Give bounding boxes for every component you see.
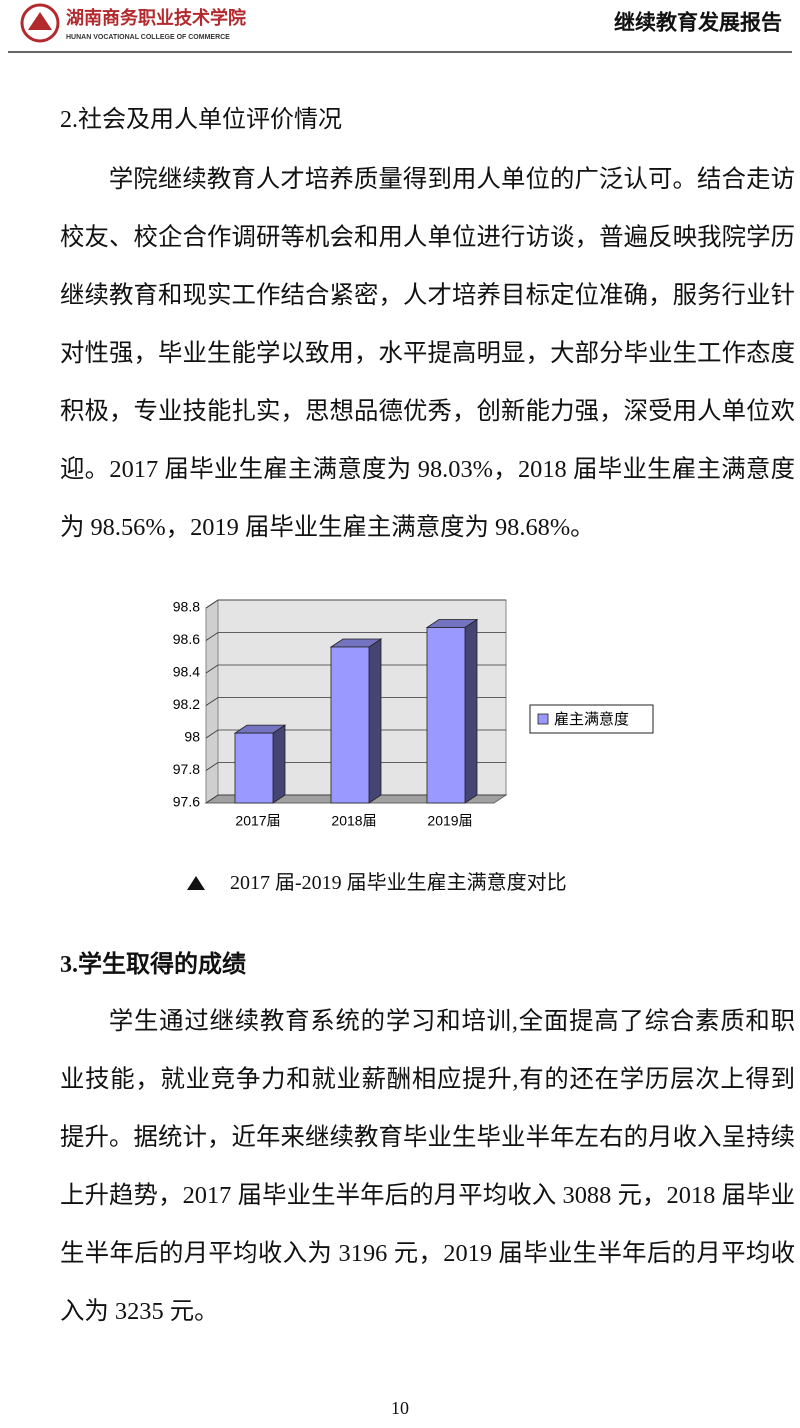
report-title: 继续教育发展报告 (614, 11, 782, 35)
y-tick-label: 98.2 (173, 696, 200, 712)
paragraph: 学院继续教育人才培养质量得到用人单位的广泛认可。结合走访校友、校企合作调研等机会… (60, 166, 795, 541)
y-tick-label: 98 (184, 729, 200, 745)
x-tick-label: 2019届 (427, 813, 472, 829)
grid-line (205, 664, 506, 674)
y-tick-label: 97.6 (173, 794, 200, 810)
section-heading: 2.社会及用人单位评价情况 (60, 107, 342, 133)
bar (426, 627, 466, 804)
bar (234, 732, 274, 804)
bar-side (272, 724, 286, 804)
bar-side (464, 618, 478, 804)
y-tick-label: 97.8 (173, 761, 200, 777)
chart: 97.6 97.8 98 98.2 98.4 98.6 98.8 2017届 2018届 2019… (173, 599, 654, 829)
x-tick-label: 2017届 (235, 813, 280, 829)
legend-box (529, 704, 654, 734)
legend-swatch (537, 713, 549, 725)
y-tick-label: 98.4 (173, 664, 200, 680)
caption: 2017 届-2019 届毕业生雇主满意度对比 (230, 872, 567, 894)
grid-line (205, 632, 506, 641)
grid-line (205, 599, 506, 609)
school-name: 湖南商务职业技术学院 (66, 7, 246, 28)
grid-line (205, 762, 506, 771)
triangle (187, 876, 205, 890)
header: 湖南商务职业技术学院 HUNAN VOCATIONAL COLLEGE OF C… (8, 3, 792, 53)
section-heading: 3.学生取得的成绩 (60, 952, 246, 978)
paragraph: 学生通过继续教育系统的学习和培训,全面提高了综合素质和职业技能，就业竞争力和就业… (60, 1008, 795, 1325)
page-number: 10 (391, 1398, 409, 1418)
bar (330, 646, 370, 804)
bar-side (368, 638, 382, 804)
legend-label: 雇主满意度 (554, 710, 629, 728)
x-tick-label: 2018届 (331, 813, 376, 829)
y-tick-label: 98.6 (173, 631, 200, 647)
grid-line (205, 794, 506, 804)
logo-mark (28, 12, 52, 30)
caption-icon (187, 876, 205, 890)
grid-line (205, 697, 506, 706)
y-tick-label: 98.8 (173, 599, 200, 615)
school-name-en: HUNAN VOCATIONAL COLLEGE OF COMMERCE (66, 34, 230, 41)
grid-line (205, 729, 506, 739)
